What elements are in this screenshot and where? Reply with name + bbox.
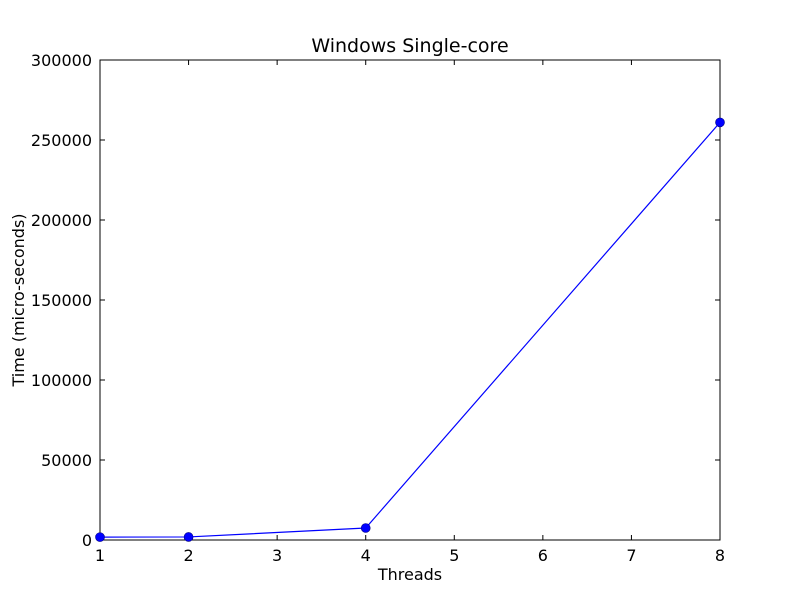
series-line [99, 122, 721, 538]
x-tick-label: 8 [715, 546, 725, 565]
data-point [360, 523, 371, 533]
chart-title: Windows Single-core [311, 35, 508, 57]
data-point [95, 532, 105, 542]
y-tick-label: 100000 [31, 371, 92, 390]
data-point [183, 532, 194, 542]
y-tick-label: 300000 [31, 51, 92, 70]
x-tick-label: 4 [361, 546, 371, 565]
x-tick-label: 5 [449, 546, 459, 565]
plot-area: 1 2 3 4 5 6 7 8 0 50000 100000 150000 200000 250000 30… [31, 51, 725, 565]
y-axis-label: Time (micro-seconds) [9, 213, 28, 387]
x-axis-label: Threads [377, 565, 442, 584]
x-tick-label: 3 [272, 546, 282, 565]
y-tick-label: 150000 [31, 291, 92, 310]
y-tick-label: 50000 [41, 451, 92, 470]
x-tick-label: 7 [626, 546, 636, 565]
y-tick-label: 200000 [31, 211, 92, 230]
x-tick-label: 6 [538, 546, 548, 565]
x-tick-label: 1 [95, 546, 105, 565]
y-tick-label: 0 [82, 531, 92, 550]
data-point [715, 117, 725, 128]
x-tick-label: 2 [183, 546, 193, 565]
axes-frame [99, 59, 721, 541]
y-tick-label: 250000 [31, 131, 92, 150]
